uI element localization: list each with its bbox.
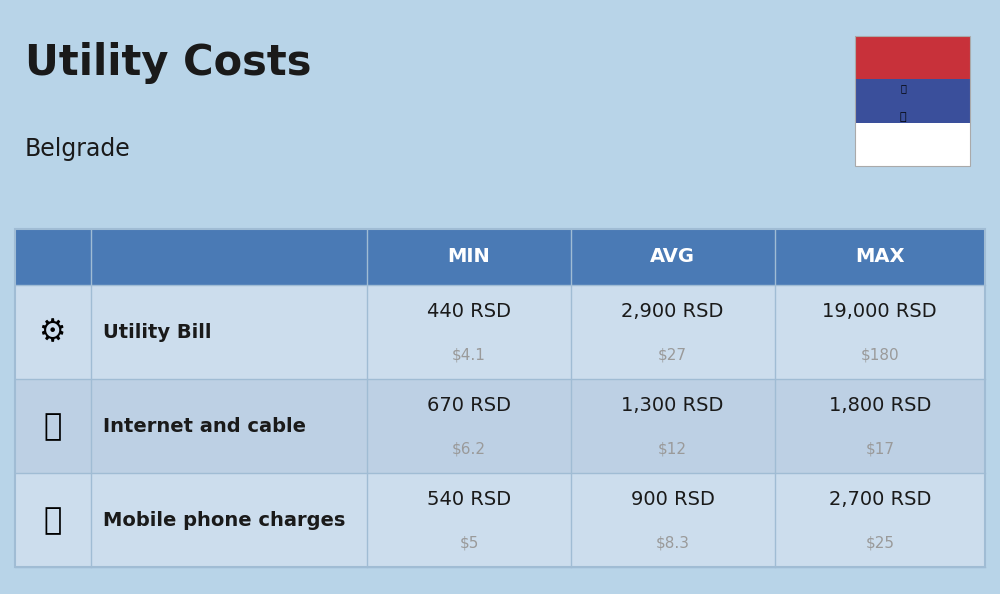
Text: $17: $17: [865, 441, 894, 456]
Text: ⚙️: ⚙️: [39, 318, 67, 347]
Text: $5: $5: [459, 535, 479, 550]
Text: 540 RSD: 540 RSD: [427, 490, 511, 509]
Bar: [855, 36, 970, 79]
Text: 670 RSD: 670 RSD: [427, 396, 511, 415]
Text: AVG: AVG: [650, 248, 695, 266]
Text: 1,800 RSD: 1,800 RSD: [829, 396, 931, 415]
Text: 1,300 RSD: 1,300 RSD: [621, 396, 724, 415]
Text: $12: $12: [658, 441, 687, 456]
Text: Utility Bill: Utility Bill: [103, 323, 211, 342]
Bar: [855, 123, 970, 166]
Text: 🛡: 🛡: [900, 112, 907, 122]
Text: $27: $27: [658, 347, 687, 362]
Bar: [855, 79, 970, 123]
Text: 👑: 👑: [900, 83, 906, 93]
Bar: [15, 379, 985, 473]
Bar: [15, 473, 985, 567]
Text: MAX: MAX: [855, 248, 905, 266]
Text: 2,900 RSD: 2,900 RSD: [621, 302, 724, 321]
Text: $180: $180: [860, 347, 899, 362]
Text: 📶: 📶: [44, 412, 62, 441]
Text: 19,000 RSD: 19,000 RSD: [822, 302, 937, 321]
Bar: [15, 229, 985, 567]
Text: Internet and cable: Internet and cable: [103, 417, 306, 435]
Text: Mobile phone charges: Mobile phone charges: [103, 511, 345, 530]
Text: $6.2: $6.2: [452, 441, 486, 456]
Bar: [15, 229, 985, 285]
Bar: [15, 285, 985, 379]
Text: $25: $25: [865, 535, 894, 550]
Text: 2,700 RSD: 2,700 RSD: [829, 490, 931, 509]
Text: 440 RSD: 440 RSD: [427, 302, 511, 321]
Text: 📱: 📱: [44, 505, 62, 535]
Text: Utility Costs: Utility Costs: [25, 42, 312, 84]
Text: 900 RSD: 900 RSD: [631, 490, 715, 509]
Text: Belgrade: Belgrade: [25, 137, 131, 160]
Text: $4.1: $4.1: [452, 347, 486, 362]
Bar: [855, 36, 970, 166]
Text: $8.3: $8.3: [656, 535, 690, 550]
Text: MIN: MIN: [448, 248, 490, 266]
